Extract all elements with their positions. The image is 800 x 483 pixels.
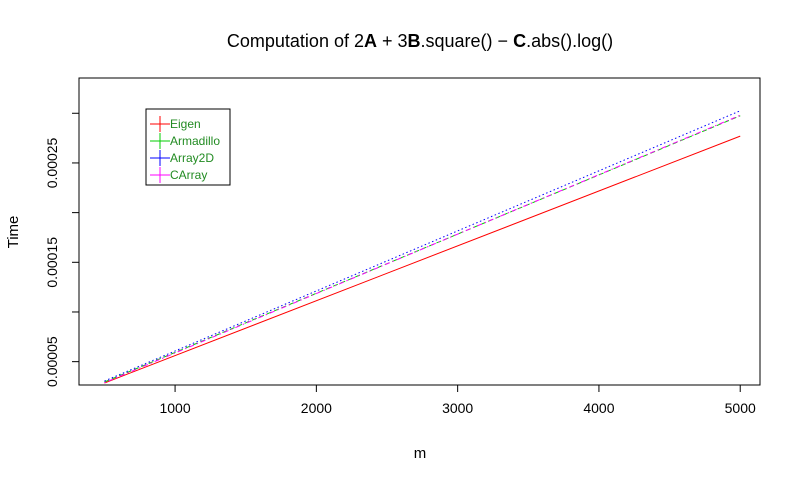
legend-label: Eigen [170, 117, 201, 131]
legend-label: Array2D [170, 151, 214, 165]
title-matrix-a: A [364, 31, 377, 51]
y-axis-title: Time [5, 216, 22, 249]
title-matrix-b: B [408, 31, 421, 51]
series-line-carray [104, 114, 741, 384]
title-plus: + 3 [377, 31, 408, 51]
y-tick-label: 0.00025 [44, 137, 60, 188]
chart-title: Computation of 2A + 3B.square() − C.abs(… [227, 31, 613, 51]
x-axis: 1000 2000 3000 4000 5000 [159, 384, 756, 416]
title-matrix-c: C [513, 31, 526, 51]
title-square: .square() [421, 31, 493, 51]
legend-label: CArray [170, 168, 207, 182]
y-tick-label: 0.00015 [44, 237, 60, 288]
x-tick-label: 3000 [442, 400, 473, 416]
legend-label: Armadillo [170, 134, 220, 148]
x-axis-title: m [414, 445, 427, 462]
series-layer [104, 110, 741, 384]
title-suffix: .abs().log() [526, 31, 613, 51]
y-axis: 0.00005 0.00015 0.00025 [44, 112, 80, 387]
x-tick-label: 2000 [301, 400, 332, 416]
y-tick-label: 0.00005 [44, 336, 60, 387]
x-tick-label: 5000 [725, 400, 756, 416]
x-tick-label: 1000 [159, 400, 190, 416]
series-line-eigen [104, 135, 741, 384]
x-tick-label: 4000 [583, 400, 614, 416]
title-prefix: Computation of 2 [227, 31, 364, 51]
series-line-array2d [104, 110, 741, 382]
title-minus: − [493, 31, 514, 51]
legend: Eigen Armadillo Array2D CArray [145, 108, 231, 186]
